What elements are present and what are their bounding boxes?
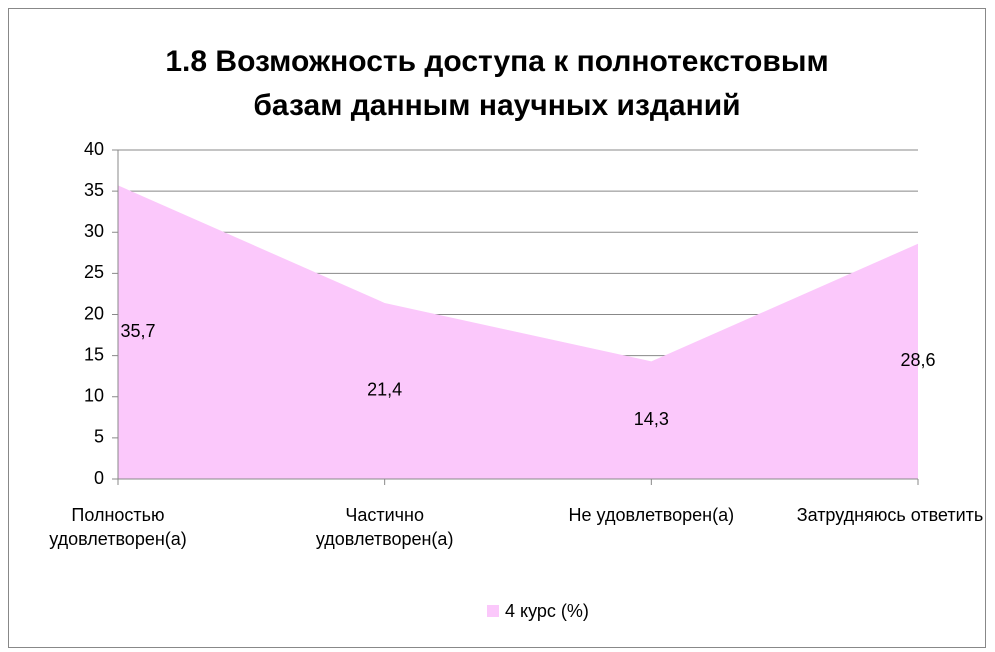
data-label: 35,7 xyxy=(120,321,155,341)
y-tick-label: 25 xyxy=(84,262,104,282)
y-tick-label: 15 xyxy=(84,344,104,364)
x-tick-label: Затрудняюсь ответить xyxy=(796,505,984,525)
legend-swatch xyxy=(487,605,499,617)
x-tick-label: Полностью удовлетворен(а) xyxy=(49,505,187,549)
legend-label: 4 курс (%) xyxy=(505,601,589,621)
y-tick-label: 5 xyxy=(94,427,104,447)
chart-title: 1.8 Возможность доступа к полнотекстовым… xyxy=(165,45,829,122)
x-tick-label: Частично удовлетворен(а) xyxy=(315,505,454,549)
data-label: 21,4 xyxy=(367,380,402,400)
data-label: 14,3 xyxy=(634,409,669,429)
y-tick-label: 0 xyxy=(94,468,104,488)
y-tick-label: 20 xyxy=(84,303,104,323)
chart-frame xyxy=(8,8,986,648)
area xyxy=(118,185,918,479)
x-tick-label: Не удовлетворен(а) xyxy=(568,505,735,525)
y-tick-label: 30 xyxy=(84,221,104,241)
y-tick-label: 35 xyxy=(84,180,104,200)
y-tick-label: 40 xyxy=(84,139,104,159)
data-label: 28,6 xyxy=(900,350,935,370)
y-tick-label: 10 xyxy=(84,386,104,406)
